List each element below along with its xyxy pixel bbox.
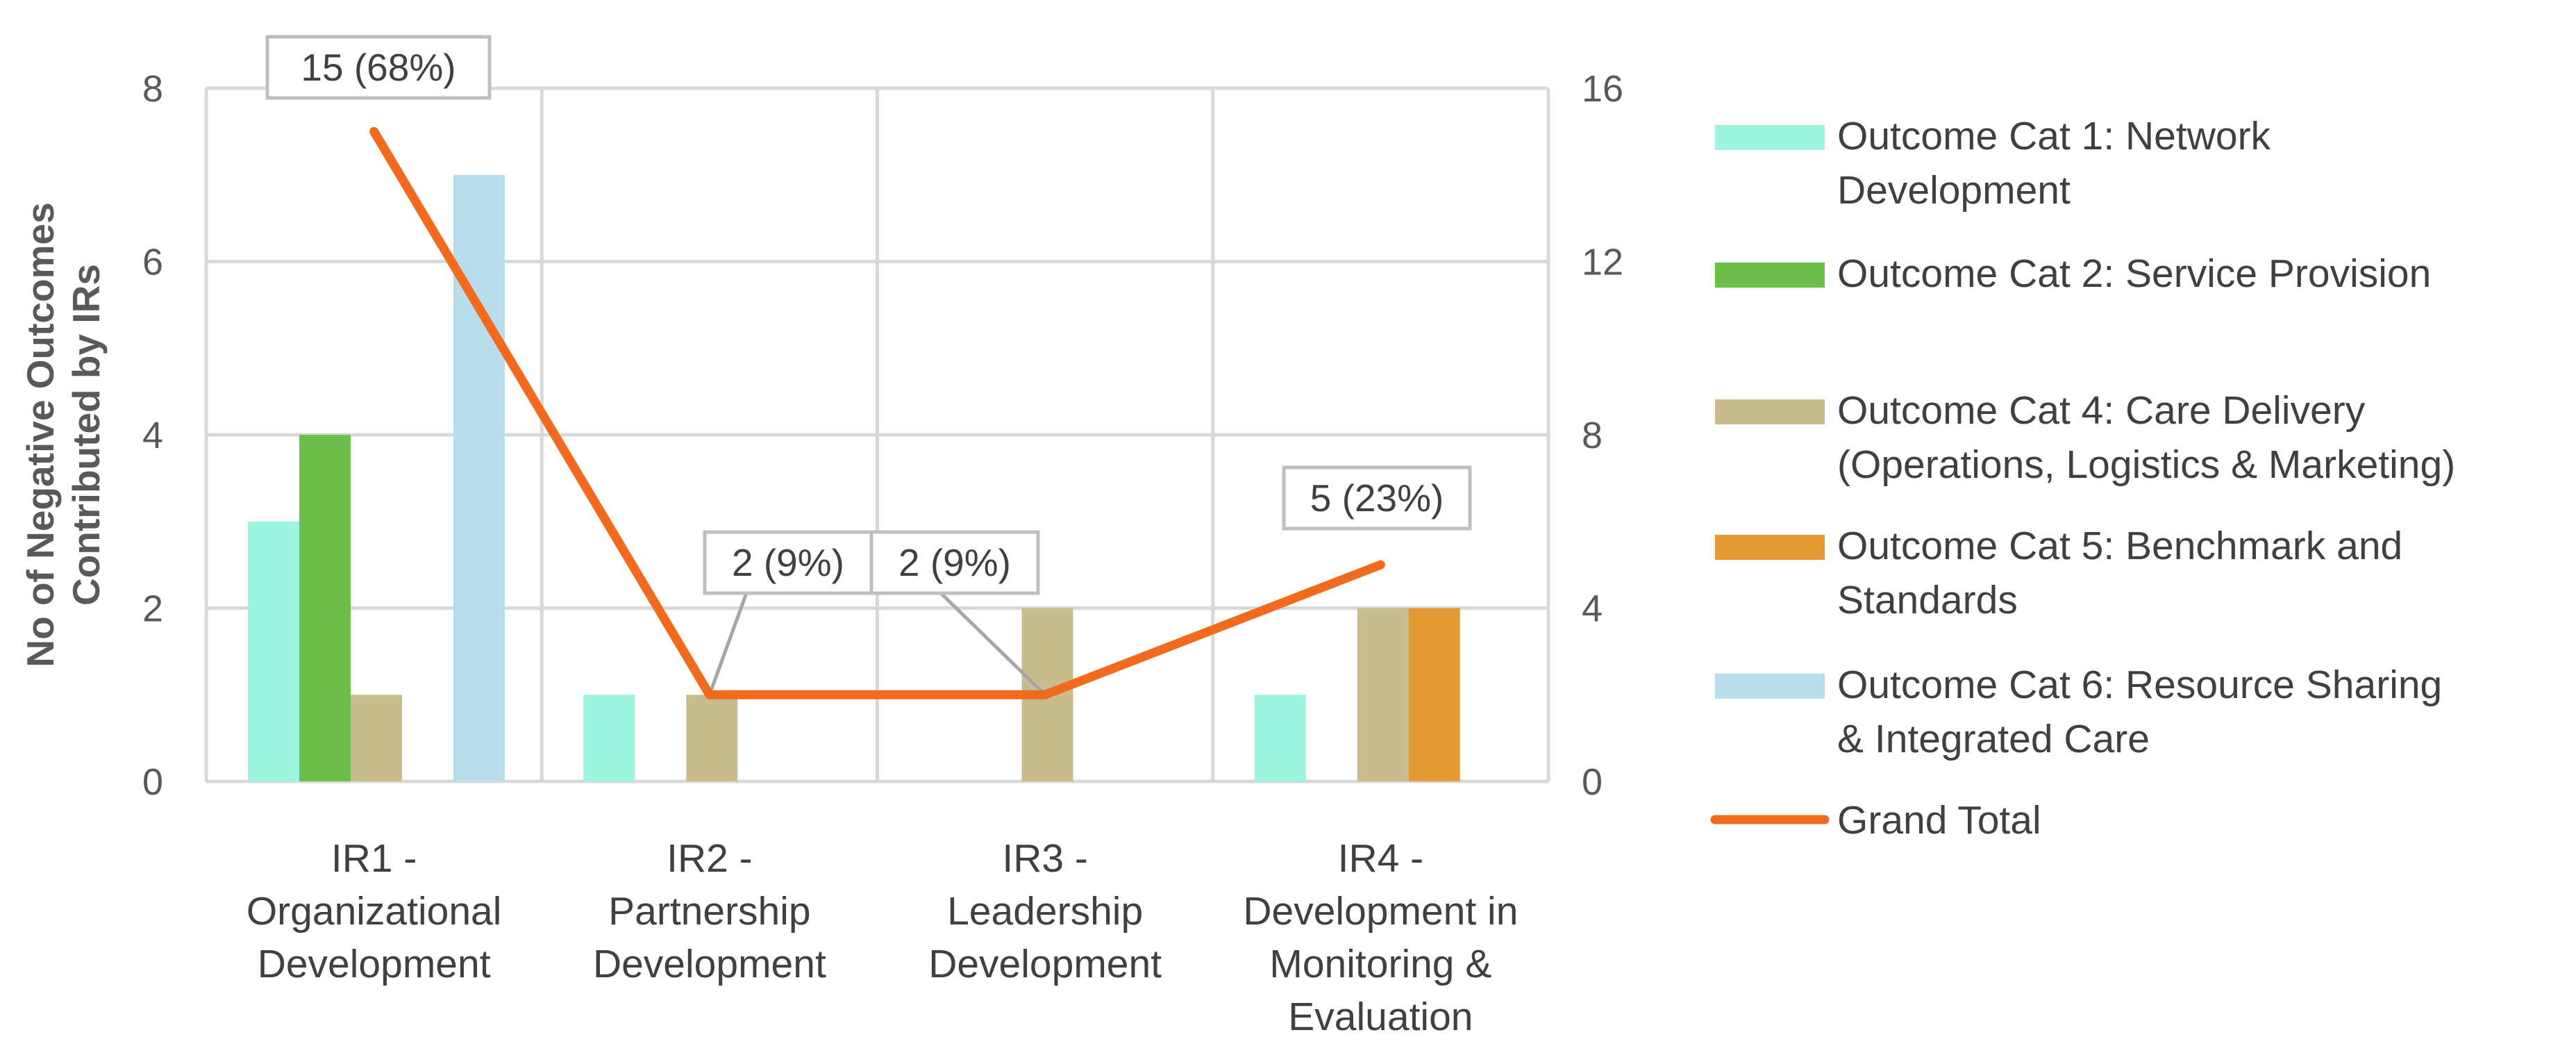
y2-tick-label: 4 [1582, 588, 1603, 630]
legend-label-line: (Operations, Logistics & Marketing) [1837, 442, 2455, 487]
data-label-2: 2 (9%) [732, 541, 844, 584]
x-category-label-line: Partnership [608, 889, 811, 934]
legend-swatch-5 [1715, 674, 1825, 699]
grand-total-point-3 [1044, 694, 1046, 696]
x-category-label-line: Development [593, 942, 826, 986]
bar-1-2 [583, 695, 635, 781]
y-tick-label: 2 [142, 588, 163, 630]
legend-swatch-2 [1715, 263, 1825, 288]
legend-label-line: Outcome Cat 6: Resource Sharing [1837, 663, 2442, 707]
bar-3-2 [686, 695, 738, 781]
legend-swatch-3 [1715, 399, 1825, 424]
bar-1-1 [248, 521, 299, 781]
data-label-leader [939, 592, 1046, 697]
legend-label-2: Outcome Cat 2: Service Provision [1837, 251, 2431, 296]
data-label-4: 5 (23%) [1310, 476, 1444, 520]
data-label-leader [708, 592, 748, 696]
data-label-box [703, 530, 873, 595]
legend-label-line: Outcome Cat 5: Benchmark and [1837, 524, 2402, 568]
y-tick-label: 8 [142, 68, 163, 110]
data-label-1: 15 (68%) [301, 46, 455, 89]
grand-total-point-1 [373, 131, 375, 133]
y-tick-label: 0 [142, 761, 163, 803]
legend-label-4: Outcome Cat 5: Benchmark and Standards [1837, 524, 2402, 622]
data-label-3: 2 (9%) [898, 541, 1011, 584]
bar-1-4 [1254, 695, 1306, 781]
y-axis-title-line: No of Negative Outcomes [19, 202, 62, 667]
x-category-label-line: IR1 - [331, 836, 417, 881]
x-category-label-line: Development [928, 942, 1162, 986]
legend-label-5: Outcome Cat 6: Resource Sharing & Integra… [1837, 663, 2442, 761]
legend-label-line: & Integrated Care [1837, 717, 2150, 761]
legend-label-line-series: Grand Total [1837, 798, 2041, 843]
legend-label-line: Development [1837, 168, 2071, 213]
y-axis-title-line: Contributed by IRs [65, 264, 108, 606]
y-tick-label: 6 [142, 242, 163, 283]
x-category-label-line: Evaluation [1288, 995, 1473, 1037]
legend: Outcome Cat 1: Network DevelopmentOutcome… [1710, 114, 2455, 843]
x-category-label: IR1 - Organizational Development [246, 836, 502, 986]
x-category-label-line: Development in [1243, 889, 1518, 934]
legend-swatch-4 [1715, 535, 1825, 560]
y-tick-label: 4 [142, 415, 163, 456]
legend-label-1: Outcome Cat 1: Network Development [1837, 114, 2271, 213]
x-category-label-line: Organizational [246, 889, 502, 934]
x-category-label-line: IR2 - [667, 836, 753, 881]
x-category-label: IR2 - Partnership Development [593, 836, 826, 986]
data-label-box [1282, 465, 1472, 531]
data-label-box [869, 530, 1040, 595]
grand-total-point-4 [1380, 564, 1382, 566]
bar-3-4 [1357, 608, 1409, 781]
x-category-label: IR3 - Leadership Development [928, 836, 1162, 986]
y-axis-title: No of Negative OutcomesContributed by IR… [19, 202, 108, 667]
legend-label-line: Outcome Cat 4: Care Delivery [1837, 388, 2366, 433]
x-category-label: IR4 - Development in Monitoring & Evaluatio… [1243, 836, 1518, 1037]
y2-tick-label: 12 [1582, 242, 1623, 283]
x-category-label-line: IR4 - [1338, 836, 1424, 881]
y2-tick-label: 8 [1582, 415, 1603, 456]
grand-total-point-2 [708, 694, 710, 696]
bar-2-1 [299, 435, 351, 781]
legend-label-3: Outcome Cat 4: Care Delivery (Operations,… [1837, 388, 2455, 487]
grand-total-line [369, 126, 1385, 699]
x-category-label-line: Leadership [947, 889, 1143, 934]
data-label-box [265, 35, 492, 100]
legend-label-line: Outcome Cat 2: Service Provision [1837, 251, 2431, 296]
bars [248, 174, 1460, 781]
grand-total-line-layer: 15 (68%) 2 (9%) 2 (9%) 5 (23%) [265, 35, 1472, 699]
x-category-label-line: Monitoring & [1269, 942, 1491, 986]
legend-label-line: Outcome Cat 1: Network [1837, 114, 2271, 158]
legend-label-line: Standards [1837, 578, 2018, 622]
legend-swatch-1 [1715, 125, 1825, 150]
bar-4-4 [1408, 608, 1460, 781]
x-category-label-line: IR3 - [1002, 836, 1088, 881]
bar-3-1 [351, 695, 402, 781]
y2-tick-label: 0 [1582, 761, 1603, 803]
x-category-label-line: Development [258, 942, 491, 986]
y2-tick-label: 16 [1582, 68, 1623, 110]
axes: 0 2 4 6 8 0 4 8 12 16 IR1 - Organizational Developme… [19, 68, 1623, 1037]
bar-5-1 [453, 174, 505, 781]
